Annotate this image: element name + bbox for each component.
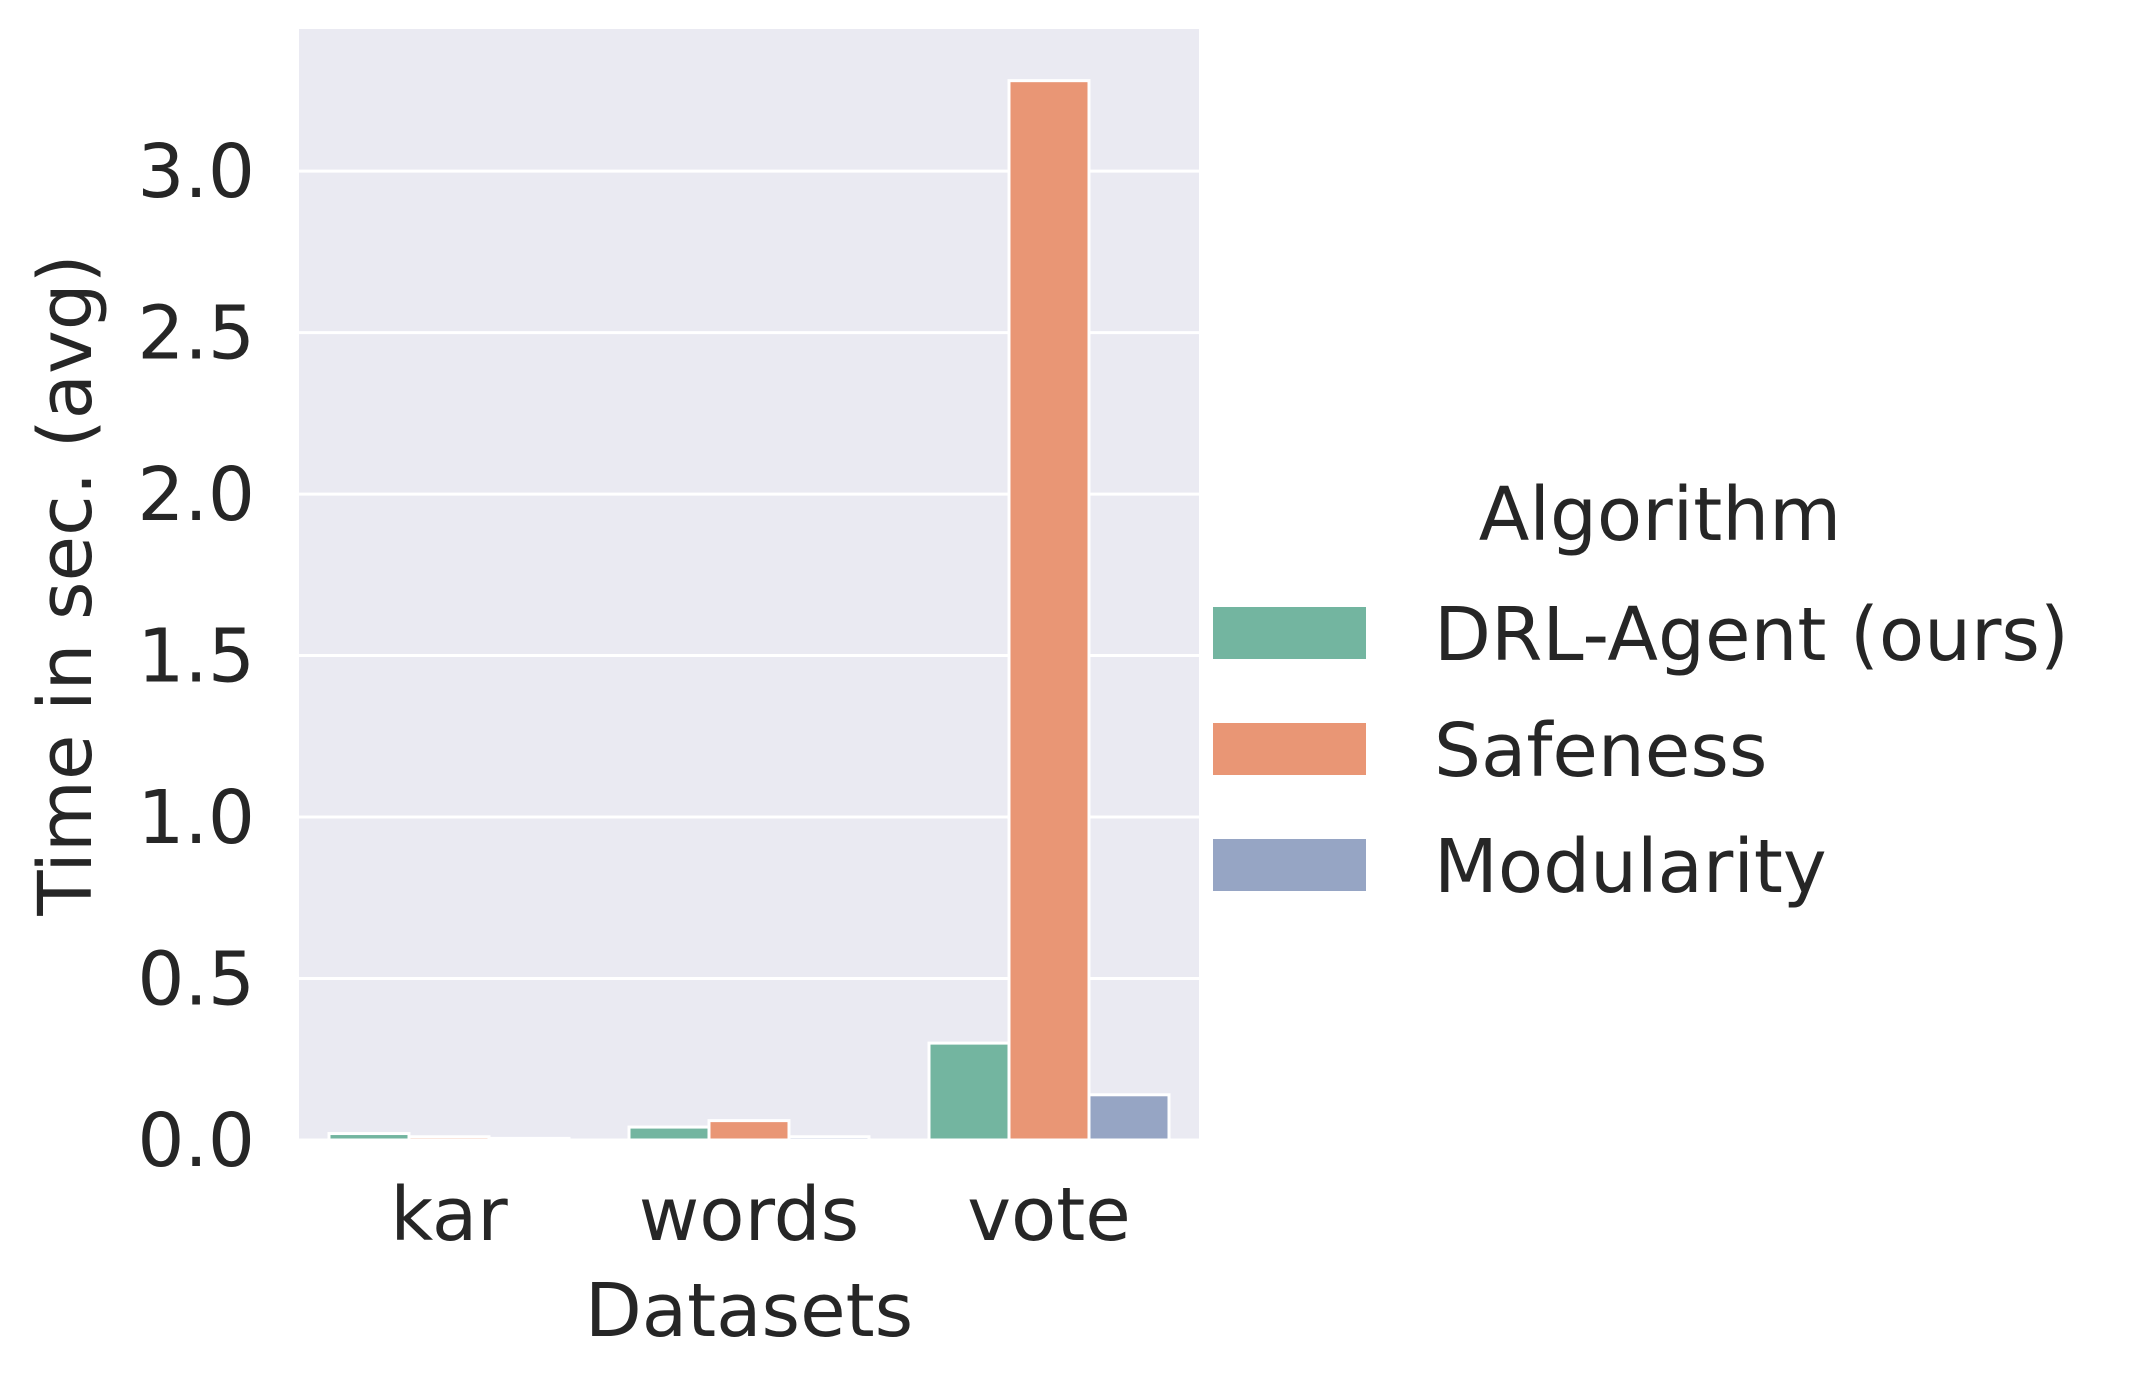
x-tick-label: vote bbox=[967, 1172, 1131, 1258]
x-tick-label: words bbox=[639, 1172, 859, 1258]
bar bbox=[927, 1041, 1011, 1142]
y-tick-label: 1.0 bbox=[137, 775, 255, 861]
y-tick-label: 0.0 bbox=[137, 1098, 255, 1184]
x-tick-labels: kar words vote bbox=[390, 1172, 1130, 1258]
y-tick-labels: 0.0 0.5 1.0 1.5 2.0 2.5 3.0 bbox=[137, 129, 255, 1184]
legend-title: Algorithm bbox=[1479, 472, 1841, 558]
bar bbox=[327, 1132, 411, 1142]
legend-swatch bbox=[1213, 839, 1366, 891]
y-axis-label: Time in sec. (avg) bbox=[23, 254, 109, 916]
legend-swatch bbox=[1213, 723, 1366, 775]
y-tick-label: 0.5 bbox=[137, 937, 255, 1023]
legend-items: DRL-Agent (ours) Safeness Modularity bbox=[1213, 592, 2069, 910]
bar bbox=[1007, 79, 1091, 1142]
legend: Algorithm DRL-Agent (ours) Safeness Modula… bbox=[1213, 472, 2069, 910]
legend-swatch bbox=[1213, 607, 1366, 659]
bar bbox=[707, 1119, 791, 1142]
x-tick-label: kar bbox=[390, 1172, 508, 1258]
legend-label: Modularity bbox=[1434, 824, 1827, 910]
legend-label: Safeness bbox=[1434, 708, 1767, 794]
bar bbox=[487, 1136, 571, 1142]
y-tick-label: 2.5 bbox=[137, 291, 255, 377]
y-tick-label: 1.5 bbox=[137, 614, 255, 700]
bars bbox=[327, 79, 1171, 1142]
y-tick-label: 3.0 bbox=[137, 129, 255, 215]
legend-label: DRL-Agent (ours) bbox=[1434, 592, 2069, 678]
bar bbox=[627, 1125, 711, 1142]
y-tick-label: 2.0 bbox=[137, 452, 255, 538]
bar bbox=[787, 1135, 871, 1142]
bar bbox=[407, 1135, 491, 1142]
bar bbox=[1087, 1093, 1171, 1142]
x-axis-label: Datasets bbox=[585, 1268, 913, 1354]
